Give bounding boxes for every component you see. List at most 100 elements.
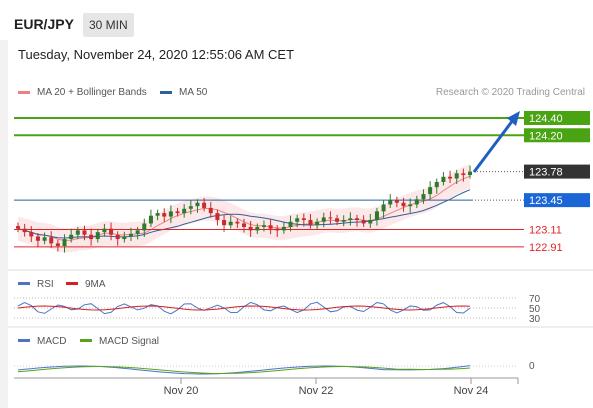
candle-body [441,176,446,182]
ma20-legend-label: MA 20 + Bollinger Bands [37,87,147,98]
candle-body [408,204,413,207]
candle-body [188,206,193,209]
macd-signal-legend-label: MACD Signal [99,336,159,347]
candle-body [255,226,260,231]
candle-body [434,181,439,188]
macd-signal-line [17,366,471,374]
candle-body [122,236,127,240]
candle-body [82,230,87,235]
support-1-label: 123.11 [529,225,562,237]
macd-legend-swatch [18,339,30,342]
current-price-label-box [524,164,590,179]
candle-body [361,220,366,224]
candle-body [308,220,313,226]
candle-body [275,228,280,231]
candle-body [315,221,320,226]
candle-body [115,234,120,240]
forecast-arrow-line [472,119,515,173]
currency-pair: EUR/JPY [14,16,74,32]
candles [16,165,472,253]
candle-body [182,208,187,214]
current-price-label: 123.78 [529,167,563,179]
candle-body [175,211,180,214]
candle-body [355,218,359,221]
candle-body [235,221,240,224]
candle-body [69,234,74,240]
candle-body [89,234,94,240]
resistance-2-label-box [524,110,590,125]
candle-body [368,220,373,224]
candle-body [148,215,153,224]
timestamp: Tuesday, November 24, 2020 12:55:06 AM C… [18,47,295,62]
candle-body [381,204,386,212]
x-axis-ticks: Nov 20 Nov 22 Nov 24 [164,378,488,397]
candle-body [195,202,200,207]
candle-body [388,200,393,205]
candle-body [142,223,147,231]
candle-body [335,218,340,222]
header-bar: EUR/JPY 30 MIN [0,0,593,40]
candle-body [295,218,300,222]
candle-body [42,237,47,241]
candle-body [448,176,453,179]
candle-body [162,213,167,217]
candle-body [394,200,399,203]
candle-body [261,225,266,227]
rsi-level-70: 70 [529,294,541,305]
candle-body [242,223,246,227]
macd-zero-label: 0 [529,361,535,372]
resistance-2-label: 124.40 [529,113,563,125]
candle-body [454,173,459,179]
candle-body [461,173,466,176]
ma50-line [17,189,471,239]
candle-body [374,211,379,221]
candle-body [102,228,107,233]
candle-body [248,226,253,231]
credit-text: Research © 2020 Trading Central [436,87,585,98]
candle-body [428,187,433,195]
ma50-legend-label: MA 50 [179,87,208,98]
candle-body [401,202,406,207]
candle-body [109,228,114,235]
candle-body [49,237,54,244]
candle-body [288,221,293,227]
rsi-ma-legend-swatch [66,282,78,285]
timeframe-badge[interactable]: 30 MIN [83,13,134,37]
candle-body [268,225,273,229]
ma50-legend-swatch [160,91,172,94]
candle-body [62,239,67,246]
candle-body [22,228,27,233]
candle-body [202,202,207,208]
pivot-label: 123.45 [529,195,563,207]
candle-body [348,218,353,221]
x-tick-label: Nov 20 [164,385,199,397]
rsi-legend-label: RSI [37,279,54,290]
candle-body [29,232,34,237]
candle-body [468,171,472,176]
candle-body [95,232,100,240]
candle-body [208,207,213,214]
resistance-1-label: 124.20 [529,130,563,142]
candle-body [341,220,346,222]
candle-body [215,213,220,221]
resistance-1-label-box [524,128,590,143]
candle-body [222,220,227,226]
rsi-level-30: 30 [529,314,541,325]
rsi-ma-line [17,305,471,311]
candle-body [129,233,133,237]
rsi-ma-legend-label: 9MA [85,279,106,290]
candle-body [135,230,140,234]
candle-body [328,217,333,219]
candle-body [55,243,60,246]
candle-body [75,230,80,235]
candle-body [281,226,286,231]
candle-body [421,194,426,200]
price-levels: 124.40 124.20 123.78 123.45 123.11 122.91 [14,110,590,254]
macd-legend-label: MACD [37,336,66,347]
candle-body [414,199,419,205]
candle-body [155,213,160,216]
pivot-label-box [524,193,590,208]
macd-signal-legend-swatch [80,339,92,342]
candle-body [16,226,20,229]
